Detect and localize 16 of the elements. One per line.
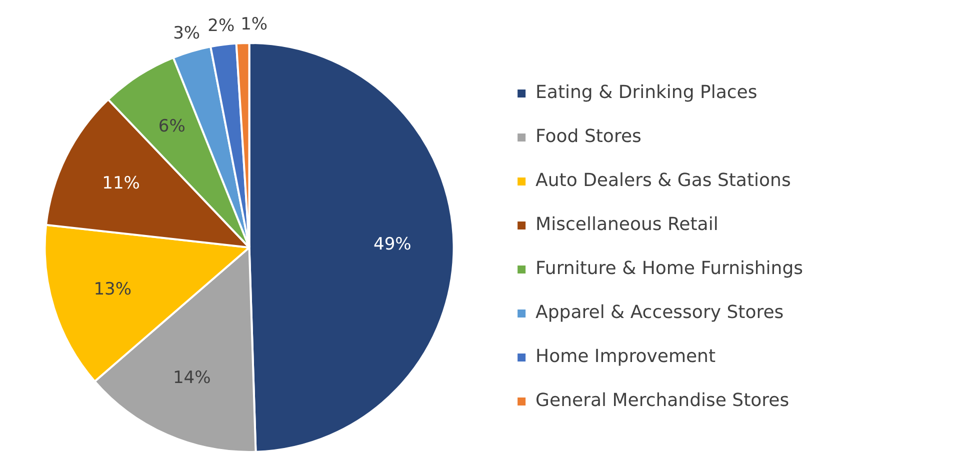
- data-label: 6%: [158, 116, 186, 136]
- data-label: 14%: [172, 368, 211, 388]
- data-label: 2%: [208, 16, 235, 36]
- legend-label: Miscellaneous Retail: [536, 214, 718, 236]
- legend-label: Home Improvement: [536, 346, 716, 368]
- data-label: 11%: [102, 173, 140, 194]
- legend-label: Apparel & Accessory Stores: [536, 302, 784, 324]
- legend-label: Eating & Drinking Places: [536, 82, 758, 104]
- data-label: 13%: [94, 279, 132, 300]
- legend-label: Furniture & Home Furnishings: [536, 258, 804, 280]
- legend-label: Auto Dealers & Gas Stations: [536, 170, 791, 192]
- data-label: 1%: [240, 14, 268, 35]
- data-label: 3%: [173, 23, 200, 44]
- data-label: 49%: [374, 234, 412, 255]
- legend-label: Food Stores: [536, 126, 642, 148]
- legend-label: General Merchandise Stores: [536, 390, 790, 412]
